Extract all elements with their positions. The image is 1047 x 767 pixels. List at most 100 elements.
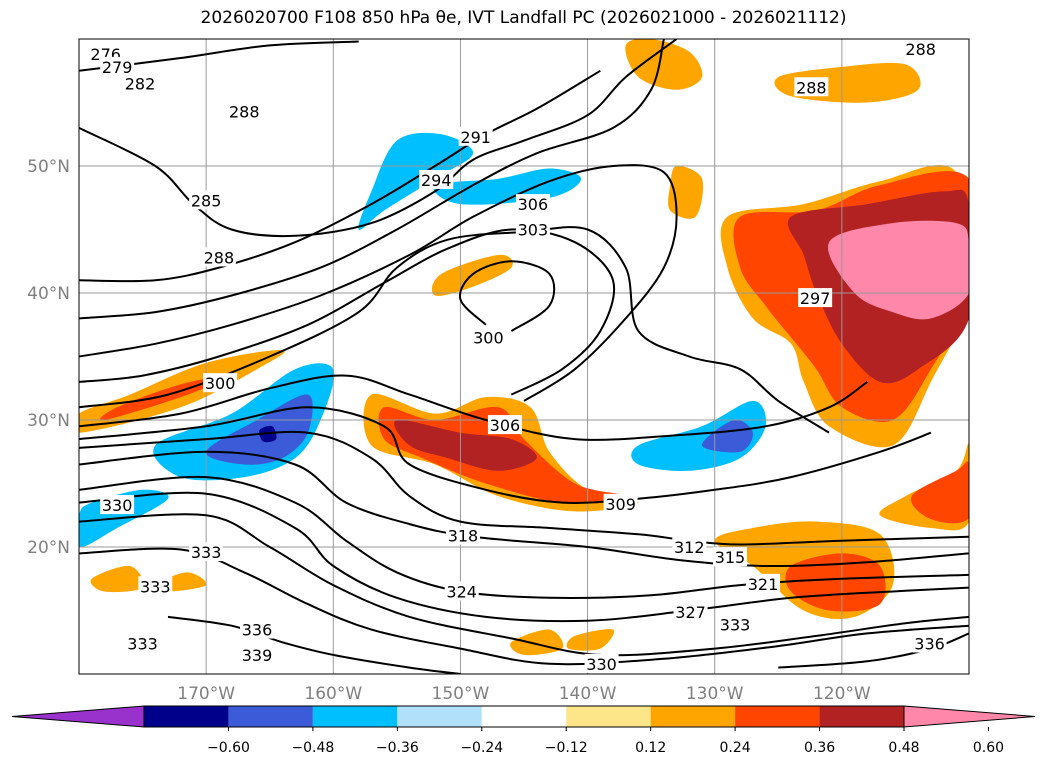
ivt-fill-region-9 (827, 220, 969, 320)
contour-label: 282 (125, 74, 156, 93)
contour-label: 303 (518, 221, 549, 240)
contour-label: 312 (674, 538, 705, 557)
contour-label: 318 (448, 527, 479, 546)
contour-label: 333 (191, 543, 222, 562)
colorbar-tick-label: −0.48 (291, 740, 334, 756)
colorbar-tick-label: 0.36 (804, 740, 835, 756)
ivt-fill-region-11 (100, 375, 232, 421)
colorbar-frame (143, 705, 905, 728)
contour-line-297 (79, 228, 616, 396)
contour-line-312 (79, 430, 969, 546)
contour-label: 288 (905, 40, 936, 59)
contour-label: 297 (800, 289, 831, 308)
contour-label: 279 (102, 58, 133, 77)
contour-label-bg (100, 56, 135, 76)
contour-label-bg (746, 573, 781, 593)
contour-label: 291 (460, 128, 491, 147)
contour-label: 327 (675, 603, 706, 622)
contour-label: 330 (102, 496, 133, 515)
colorbar-tick-label: 0.60 (973, 740, 1004, 756)
contour-label-bg (487, 415, 522, 435)
contour-label: 336 (242, 621, 273, 640)
contour-label: 330 (586, 655, 617, 674)
contour-label-bg (419, 169, 454, 189)
colorbar-tick-label: 0.48 (888, 740, 919, 756)
contour-label: 315 (715, 548, 746, 567)
colorbar-tick-label: −0.24 (460, 740, 503, 756)
colorbar-tick-label: 0.24 (720, 740, 751, 756)
colorbar-swatch (228, 706, 313, 727)
x-tick-label: 150°W (432, 684, 490, 704)
contour-label-bg (672, 537, 707, 556)
contour-label-bg (189, 190, 224, 210)
ivt-fill-region-19 (631, 400, 767, 472)
contour-label: 333 (140, 577, 171, 596)
ivt-fill-region-18 (394, 419, 537, 471)
x-tick-labels: 170°W 160°W 150°W 140°W 130°W 120°W (177, 684, 871, 704)
contour-line-336 (167, 615, 461, 674)
contour-label-bg (445, 525, 480, 545)
contour-line-333 (79, 547, 969, 666)
contour-label: 306 (518, 195, 549, 214)
contour-label-bg (189, 542, 224, 562)
ivt-fill-region-2 (668, 165, 704, 219)
contour-label-bg (673, 601, 708, 621)
contour-label: 321 (748, 575, 779, 594)
colorbar-extend-high (903, 705, 1036, 728)
contour-line-288 (79, 69, 601, 283)
colorbar-tick-label: 0.12 (635, 740, 666, 756)
contour-label-bg (603, 493, 638, 513)
contour-label: 324 (446, 582, 477, 601)
x-tick-label: 120°W (813, 684, 871, 704)
y-tick-labels: 20°N 30°N 40°N 50°N (27, 157, 70, 558)
colorbar-extend-low (11, 705, 145, 728)
contour-label: 294 (421, 171, 452, 190)
contour-label-bg (123, 73, 158, 93)
ivt-fill-region-25 (90, 565, 144, 593)
contour-line-330 (79, 513, 969, 657)
contour-label-layer: 2762792822882882882912942852883063032973… (88, 39, 947, 674)
colorbar-swatch (144, 706, 229, 727)
contour-label-bg (138, 576, 173, 596)
contour-label-bg (444, 581, 479, 601)
contour-line-285 (79, 39, 678, 238)
contour-label: 300 (205, 374, 236, 393)
contour-label-bg (515, 219, 550, 239)
contour-label-bg (227, 101, 262, 121)
contour-label: 336 (914, 635, 945, 654)
contour-label: 309 (605, 495, 636, 514)
ivt-fill-region-28 (566, 629, 615, 651)
chart-title: 2026020700 F108 850 hPa θe, IVT Landfall… (200, 8, 847, 28)
contour-label-bg (203, 373, 238, 393)
colorbar-swatch (481, 706, 567, 727)
y-tick-label: 20°N (27, 538, 70, 558)
colorbar-swatch (312, 706, 398, 727)
colorbar-swatch (650, 706, 736, 727)
contour-label: 333 (127, 635, 158, 654)
ivt-fill-region-27 (510, 629, 564, 656)
y-tick-label: 50°N (27, 157, 70, 177)
contour-label-bg (912, 633, 947, 653)
contour-label-bg (584, 653, 619, 673)
colorbar: −0.60 −0.48 −0.36 −0.24 −0.12 0.12 0.24 0.36 0.4… (11, 705, 1036, 756)
contour-line-291 (79, 39, 665, 320)
contour-label: 339 (242, 646, 273, 665)
contour-label-bg (201, 247, 236, 267)
contour-label-bg (125, 633, 160, 653)
y-tick-label: 30°N (27, 411, 70, 431)
map-frame (78, 38, 970, 675)
contour-label: 300 (473, 328, 504, 347)
contour-label-bg (240, 619, 274, 639)
x-tick-label: 130°W (686, 684, 744, 704)
contour-label-bg (903, 39, 938, 59)
ivt-fill-region-0 (625, 39, 703, 90)
contour-label: 288 (229, 102, 260, 121)
contour-line-318 (79, 450, 969, 568)
contour-label-bg (240, 644, 274, 664)
contour-label-bg (471, 327, 506, 347)
contour-label: 285 (191, 191, 222, 210)
contour-label: 288 (204, 248, 235, 267)
contour-line-300 (459, 260, 556, 332)
contour-label-bg (718, 614, 753, 634)
colorbar-tick-label: −0.12 (545, 740, 588, 756)
